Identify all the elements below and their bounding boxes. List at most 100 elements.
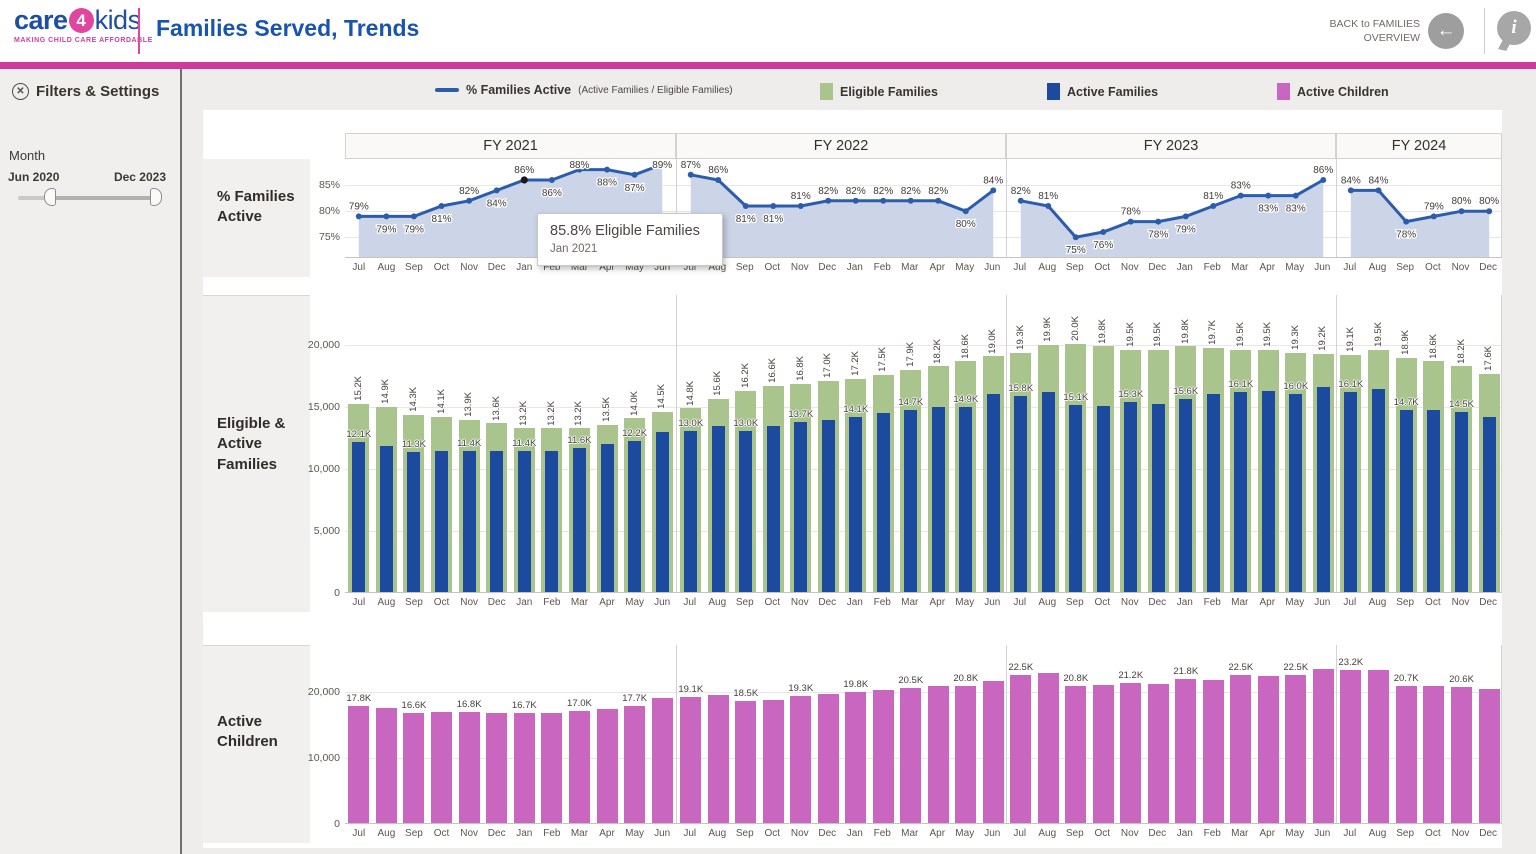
children-bar[interactable] (790, 695, 812, 823)
data-point[interactable] (770, 203, 777, 209)
data-point[interactable] (631, 171, 638, 178)
children-bar[interactable] (872, 689, 894, 823)
legend-eligible-families[interactable]: Eligible Families (820, 83, 938, 100)
children-bar[interactable] (1010, 674, 1032, 823)
data-point[interactable] (1430, 213, 1437, 220)
active-bar[interactable] (1399, 409, 1413, 592)
data-point[interactable] (962, 208, 969, 215)
active-bar[interactable] (517, 450, 531, 592)
data-point[interactable] (383, 213, 390, 220)
data-point[interactable] (1292, 192, 1299, 199)
filters-header[interactable]: ✕ Filters & Settings (12, 83, 159, 100)
data-point[interactable] (355, 213, 362, 220)
active-bar[interactable] (794, 422, 808, 592)
children-bar[interactable] (735, 700, 757, 823)
fy-header-cell[interactable]: FY 2023 (1006, 133, 1336, 159)
data-point[interactable] (410, 213, 417, 220)
children-bar[interactable] (1147, 683, 1169, 823)
children-bar[interactable] (817, 694, 839, 823)
data-point[interactable] (1486, 208, 1493, 215)
data-point[interactable] (825, 197, 832, 204)
fy-header-cell[interactable]: FY 2024 (1336, 133, 1502, 159)
data-point[interactable] (797, 203, 804, 209)
active-bar[interactable] (1151, 403, 1165, 592)
active-bar[interactable] (655, 432, 669, 592)
children-bar[interactable] (1120, 683, 1142, 823)
data-point[interactable] (493, 187, 500, 194)
active-bar[interactable] (1069, 404, 1083, 592)
active-bar[interactable] (711, 425, 725, 592)
data-point[interactable] (659, 161, 666, 168)
children-bar[interactable] (900, 687, 922, 823)
active-bar[interactable] (766, 425, 780, 592)
active-bar[interactable] (876, 413, 890, 592)
children-bar[interactable] (845, 692, 867, 823)
data-point[interactable] (990, 187, 997, 194)
info-button[interactable]: i (1497, 11, 1531, 45)
data-point[interactable] (1320, 177, 1327, 183)
active-bar[interactable] (821, 419, 835, 592)
active-bar[interactable] (1124, 402, 1138, 592)
data-point[interactable] (1237, 192, 1244, 199)
children-bar[interactable] (568, 710, 590, 823)
month-slider-right-handle[interactable] (150, 188, 162, 206)
active-bar[interactable] (1372, 388, 1385, 592)
children-bar[interactable] (955, 685, 977, 823)
data-point[interactable] (1182, 213, 1189, 220)
children-bar[interactable] (1230, 674, 1252, 823)
children-bar[interactable] (513, 712, 535, 823)
legend-pct-families-active[interactable]: % Families Active (Active Families / Eli… (435, 83, 733, 97)
children-bar[interactable] (1037, 672, 1059, 823)
active-bar[interactable] (1234, 392, 1248, 592)
legend-active-families[interactable]: Active Families (1047, 83, 1158, 100)
data-point[interactable] (935, 197, 942, 204)
children-bar[interactable] (1285, 674, 1307, 823)
active-bar[interactable] (435, 450, 449, 592)
data-point[interactable] (687, 171, 694, 178)
children-bar[interactable] (624, 706, 646, 823)
data-point[interactable] (715, 177, 722, 183)
children-bar[interactable] (431, 712, 453, 823)
children-bar[interactable] (707, 694, 729, 823)
data-point[interactable] (852, 197, 859, 204)
data-point[interactable] (1045, 203, 1052, 209)
children-bar[interactable] (486, 713, 508, 823)
active-bar[interactable] (904, 409, 918, 592)
active-bar[interactable] (849, 417, 863, 592)
active-bar[interactable] (1041, 392, 1055, 592)
month-slider-selected-range[interactable] (50, 196, 155, 200)
active-bar[interactable] (1316, 387, 1330, 592)
active-bar[interactable] (739, 430, 753, 592)
data-point[interactable] (1347, 187, 1354, 194)
active-bar[interactable] (931, 407, 945, 592)
children-bar[interactable] (1092, 685, 1114, 823)
data-point[interactable] (907, 197, 914, 204)
children-bar[interactable] (762, 700, 784, 823)
children-bar[interactable] (927, 686, 949, 823)
data-point[interactable] (1155, 218, 1162, 225)
active-bar[interactable] (959, 407, 973, 592)
active-bar[interactable] (684, 430, 698, 592)
back-button[interactable]: ← (1428, 13, 1464, 49)
children-bar[interactable] (348, 705, 370, 823)
collapse-filters-icon[interactable]: ✕ (12, 83, 29, 100)
children-bar[interactable] (1451, 687, 1472, 823)
children-bar[interactable] (1368, 669, 1389, 823)
active-bar[interactable] (1482, 417, 1496, 592)
data-point[interactable] (1375, 187, 1382, 194)
data-point[interactable] (1017, 197, 1024, 204)
active-bar[interactable] (545, 450, 559, 592)
active-bar[interactable] (1261, 391, 1275, 592)
children-bar[interactable] (1312, 668, 1334, 823)
children-bar[interactable] (651, 698, 673, 823)
fy-header-cell[interactable]: FY 2021 (345, 133, 676, 159)
children-bar[interactable] (1065, 685, 1087, 823)
children-bar[interactable] (982, 681, 1004, 823)
data-point[interactable] (1403, 218, 1410, 225)
data-point[interactable] (576, 166, 583, 173)
children-bar[interactable] (680, 696, 702, 823)
data-point[interactable] (1458, 208, 1465, 215)
data-point[interactable] (1210, 203, 1217, 209)
data-point[interactable] (1265, 192, 1272, 199)
active-bar[interactable] (352, 441, 366, 592)
